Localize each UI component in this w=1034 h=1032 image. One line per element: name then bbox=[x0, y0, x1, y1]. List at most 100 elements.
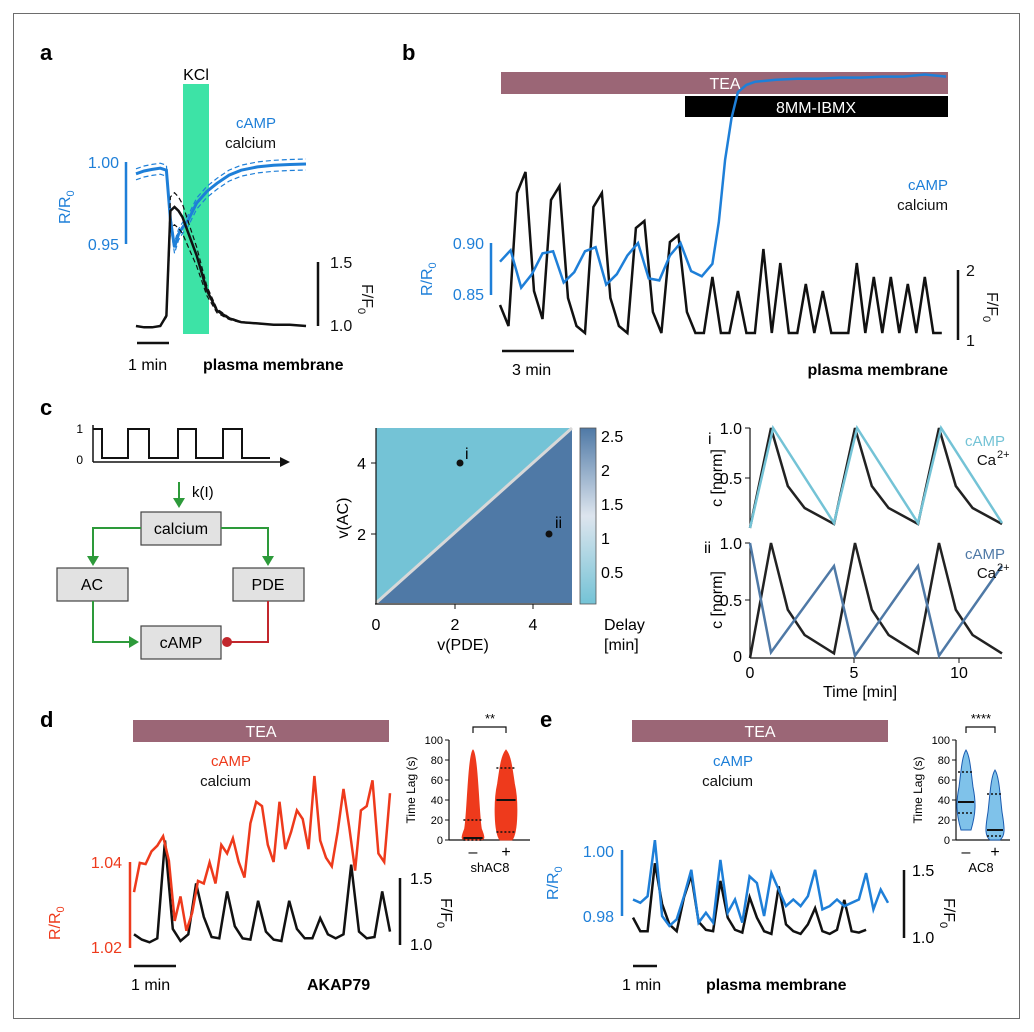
inset-ylabel: Time Lag (s) bbox=[404, 757, 418, 824]
trace-ii-xtick-label-10: 10 bbox=[950, 665, 968, 682]
left-tick-0.98: 0.98 bbox=[583, 909, 614, 926]
panel-e-label: e bbox=[540, 707, 552, 732]
trace-ii-calcium bbox=[748, 542, 1003, 659]
inset-yticks: 100 80 60 40 20 0 bbox=[932, 735, 956, 847]
right-axis-title: F/F0 bbox=[355, 284, 375, 314]
right-tick-1: 1 bbox=[966, 333, 975, 350]
right-tick-1.5: 1.5 bbox=[912, 863, 934, 880]
heatmap-ytick-label-4: 4 bbox=[357, 456, 366, 473]
tea-label: TEA bbox=[709, 76, 740, 93]
heatmap-point-i-label: i bbox=[465, 446, 469, 463]
colorbar-label-line1: Delay bbox=[604, 617, 645, 634]
violin-minus bbox=[461, 749, 485, 841]
inset-sig-label: **** bbox=[971, 711, 991, 726]
camp-node bbox=[140, 625, 222, 660]
a-camp-ci-upper bbox=[135, 158, 307, 243]
input-square-wave bbox=[93, 428, 270, 459]
right-tick-2: 2 bbox=[966, 263, 975, 280]
left-tick-0.85: 0.85 bbox=[453, 287, 484, 304]
inset-xtick-plus: + bbox=[501, 844, 510, 861]
left-tick-1.02: 1.02 bbox=[91, 940, 122, 957]
calcium-node bbox=[140, 511, 222, 546]
e-violin-inset: Time Lag (s) 100 80 60 40 20 0 – + AC8 **** bbox=[911, 711, 1010, 875]
legend-camp: cAMP bbox=[211, 753, 251, 770]
right-tick-1.5: 1.5 bbox=[330, 255, 352, 272]
legend-camp: cAMP bbox=[236, 115, 276, 132]
right-tick-1.5: 1.5 bbox=[410, 871, 432, 888]
heatmap-xlabel: v(PDE) bbox=[437, 637, 489, 654]
inset-ytick-label-20: 20 bbox=[431, 815, 443, 827]
inset-sig-bracket bbox=[965, 726, 996, 733]
trace-i-ytick-label-05: 0.5 bbox=[720, 471, 742, 488]
inset-xtick-minus: – bbox=[962, 844, 971, 861]
heatmap-ylabel: v(AC) bbox=[335, 498, 352, 539]
inset-ytick-label-100: 100 bbox=[932, 735, 950, 747]
d-violin-inset: Time Lag (s) 100 80 60 40 20 0 – + shAC8 ** bbox=[404, 711, 530, 875]
d-camp-trace bbox=[132, 775, 392, 932]
e-calcium-trace bbox=[631, 862, 867, 936]
trace-ii-legend-ca: Ca bbox=[977, 565, 997, 582]
e-scale-label: 1 min bbox=[622, 977, 661, 994]
colorbar-tick-2: 2 bbox=[601, 463, 610, 480]
a-scale-label: 1 min bbox=[128, 357, 167, 374]
a-camp-trace bbox=[135, 162, 307, 248]
panel-c-label: c bbox=[40, 395, 52, 420]
b-location: plasma membrane bbox=[807, 362, 948, 379]
b-camp-trace bbox=[499, 73, 947, 291]
b-scale-label: 3 min bbox=[512, 362, 551, 379]
d-scale-label: 1 min bbox=[131, 977, 170, 994]
panel-b-label: b bbox=[402, 40, 415, 65]
ca-to-ac-arrowhead bbox=[87, 556, 99, 566]
inset-ytick-label-40: 40 bbox=[938, 795, 950, 807]
pde-inhibits-camp-connector bbox=[229, 601, 269, 643]
ac-to-camp-arrowhead bbox=[129, 636, 139, 648]
panel-e: e TEA cAMP calcium 1.00 0.98 R/R0 1.5 1.… bbox=[540, 707, 1010, 994]
pde-node bbox=[232, 567, 305, 602]
legend-calcium: calcium bbox=[200, 773, 251, 790]
trace-ii-legend-camp: cAMP bbox=[965, 546, 1005, 563]
inset-ylabel: Time Lag (s) bbox=[911, 757, 925, 824]
panel-a-label: a bbox=[40, 40, 53, 65]
trace-i-legend-ca: Ca bbox=[977, 452, 997, 469]
inset-group-label: shAC8 bbox=[470, 860, 509, 875]
trace-i-legend-camp: cAMP bbox=[965, 433, 1005, 450]
right-axis-title: F/F0 bbox=[937, 898, 957, 928]
a-camp-ci-lower bbox=[135, 169, 307, 254]
a-calcium-trace bbox=[135, 205, 307, 329]
inset-ytick-label-20: 20 bbox=[938, 815, 950, 827]
input-axis-arrow bbox=[280, 457, 290, 467]
inset-yticks: 100 80 60 40 20 0 bbox=[425, 735, 449, 847]
right-tick-1.0: 1.0 bbox=[912, 930, 934, 947]
ca-to-ac-connector bbox=[92, 527, 141, 558]
ibmx-label: 8MM-IBMX bbox=[776, 100, 856, 117]
colorbar-tick-1.5: 1.5 bbox=[601, 497, 623, 514]
left-axis-title: R/R0 bbox=[47, 906, 67, 940]
ca-to-pde-connector bbox=[221, 527, 269, 558]
violin-plus bbox=[494, 749, 518, 841]
colorbar-tick-0.5: 0.5 bbox=[601, 565, 623, 582]
inset-ytick-label-0: 0 bbox=[944, 835, 950, 847]
trace-ii-ytick-label-05: 0.5 bbox=[720, 593, 742, 610]
inset-ytick-label-0: 0 bbox=[437, 835, 443, 847]
trace-i-label: i bbox=[708, 431, 712, 448]
inset-ytick-label-60: 60 bbox=[431, 775, 443, 787]
a-location: plasma membrane bbox=[203, 357, 344, 374]
ibmx-bar bbox=[685, 96, 948, 117]
legend-calcium: calcium bbox=[702, 773, 753, 790]
input-tick-0: 0 bbox=[76, 453, 83, 467]
heatmap-xtick-label-2: 2 bbox=[451, 617, 460, 634]
legend-calcium: calcium bbox=[897, 197, 948, 214]
trace-ii-legend-ca-sup: 2+ bbox=[997, 562, 1010, 574]
trace-ii-xlabel: Time [min] bbox=[823, 684, 897, 701]
ca-to-pde-arrowhead bbox=[262, 556, 274, 566]
inset-ytick-label-80: 80 bbox=[938, 755, 950, 767]
right-tick-1.0: 1.0 bbox=[410, 937, 432, 954]
trace-ii-camp bbox=[748, 542, 1004, 659]
colorbar-tick-1: 1 bbox=[601, 531, 610, 548]
input-tick-1: 1 bbox=[76, 422, 83, 436]
panel-a: a KCl cAMP calcium 1.00 0.95 R/R0 1.5 1.… bbox=[40, 40, 375, 374]
kcl-label: KCl bbox=[183, 67, 209, 84]
e-location: plasma membrane bbox=[706, 977, 847, 994]
heatmap-point-i bbox=[456, 459, 464, 467]
